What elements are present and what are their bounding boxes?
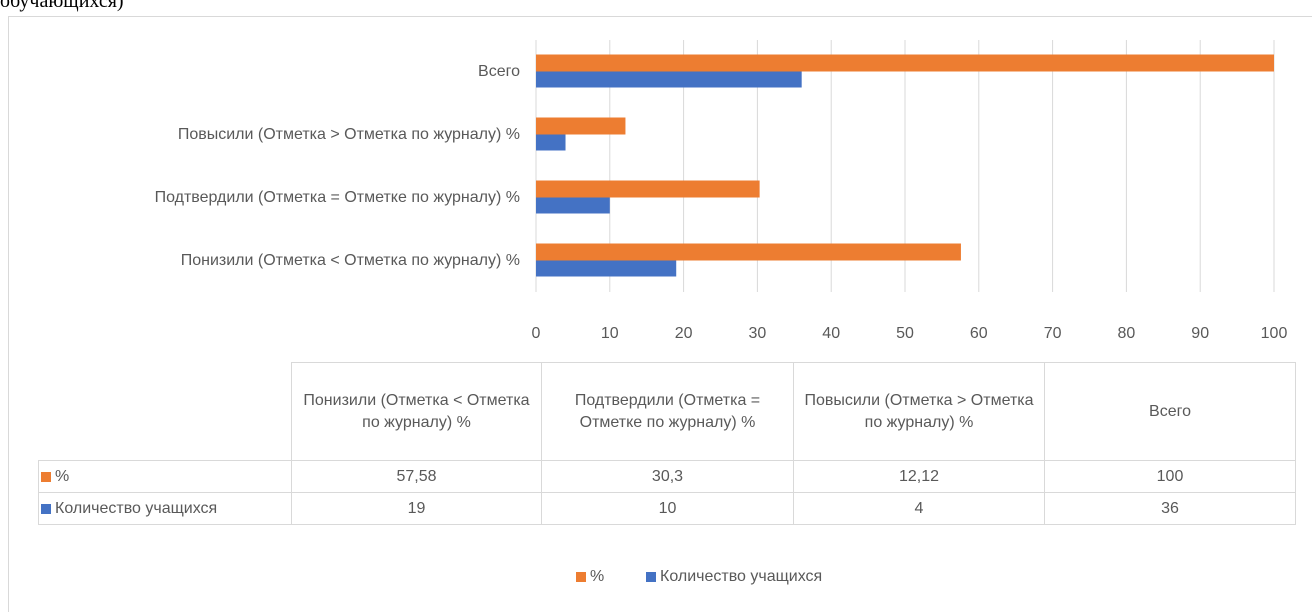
x-tick-label: 80 [1118,325,1136,342]
y-tick-label: Повысили (Отметка > Отметка по журналу) … [30,124,520,146]
x-tick-label: 70 [1044,325,1062,342]
bar [536,180,760,198]
x-tick-label: 0 [532,325,541,342]
chart-frame [8,16,1312,612]
legend-key [646,572,656,582]
bar [536,117,626,135]
table-value: 4 [793,492,1045,525]
table-header: Подтвердили (Отметка = Отметке по журнал… [541,362,794,461]
category-text: Подтвердили (Отметка = Отметке по журнал… [154,188,520,206]
table-value: 12,12 [793,460,1045,493]
legend-item: Количество учащихся [646,568,822,586]
table-header: Понизили (Отметка < Отметка по журналу) … [291,362,542,461]
table-series-cell: Количество учащихся [38,492,292,525]
table-value: 57,58 [291,460,542,493]
table-series-cell: % [38,460,292,493]
bar [536,54,1274,72]
legend-label: % [590,568,605,585]
bar [536,260,677,277]
category-text: Всего [478,62,520,80]
category-text: Повысили (Отметка > Отметка по журналу) … [177,125,520,143]
caption: обучающихся) [0,0,124,12]
table-value: 100 [1044,460,1296,493]
category-text: Понизили (Отметка < Отметка по журналу) … [180,251,520,269]
table-value: 19 [291,492,542,525]
x-tick-label: 20 [675,325,693,342]
legend-label: Количество учащихся [660,568,823,585]
table-value: 36 [1044,492,1296,525]
x-tick-label: 100 [1261,325,1288,342]
bar [536,71,802,88]
y-tick-label: Подтвердили (Отметка = Отметке по журнал… [30,187,520,209]
series-name: % [55,467,70,485]
table-header: Повысили (Отметка > Отметка по журналу) … [793,362,1045,461]
bar [536,197,610,214]
x-tick-label: 30 [749,325,767,342]
table-value: 30,3 [541,460,794,493]
series-name: Количество учащихся [55,499,218,517]
x-tick-label: 50 [896,325,914,342]
table-header: Всего [1044,362,1296,461]
y-tick-label: Понизили (Отметка < Отметка по журналу) … [30,250,520,272]
legend-key [41,503,51,514]
bar [536,243,961,261]
x-tick-label: 10 [601,325,619,342]
legend-key [576,572,586,582]
legend-item: % [576,568,604,586]
x-tick-label: 60 [970,325,988,342]
y-tick-label: Всего [30,61,520,83]
x-tick-label: 90 [1191,325,1209,342]
legend-key [41,471,51,482]
table-value: 10 [541,492,794,525]
bar [536,134,566,151]
x-tick-label: 40 [822,325,840,342]
